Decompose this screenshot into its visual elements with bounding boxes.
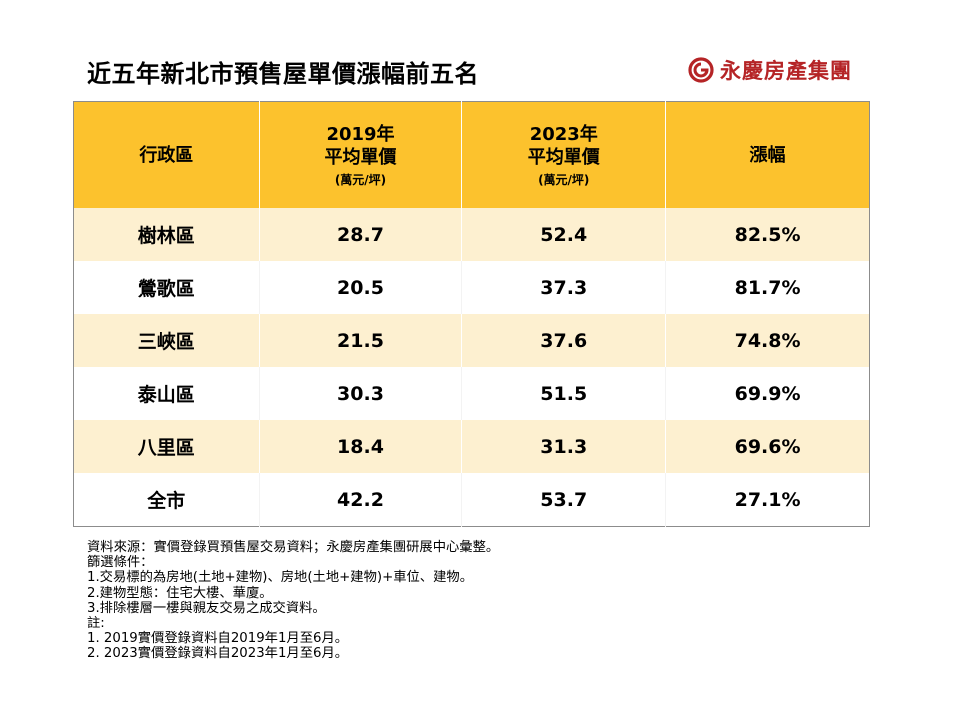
remark-item: 2. 2023實價登錄資料自2023年1月至6月。 bbox=[87, 646, 349, 662]
filter-item: 1.交易標的為房地(土地+建物)、房地(土地+建物)+車位、建物。 bbox=[87, 570, 473, 586]
source-note: 資料來源：實價登錄買預售屋交易資料；永慶房產集團研展中心彙整。 bbox=[87, 540, 500, 555]
cell-2019-price: 42.2 bbox=[258, 473, 462, 527]
remark-item: 1. 2019實價登錄資料自2019年1月至6月。 bbox=[87, 631, 349, 647]
table-row: 鶯歌區 20.5 37.3 81.7% bbox=[73, 261, 870, 314]
header-2019-unit: (萬元/坪) bbox=[334, 172, 387, 187]
header-district: 行政區 bbox=[73, 101, 260, 208]
header-2023-year: 2023年 bbox=[529, 123, 598, 145]
table-row: 三峽區 21.5 37.6 74.8% bbox=[73, 314, 870, 367]
header-2023-label: 平均單價 bbox=[527, 146, 600, 168]
cell-increase: 69.9% bbox=[665, 367, 870, 420]
cell-2019-price: 21.5 bbox=[258, 314, 462, 367]
table-row-total: 全市 42.2 53.7 27.1% bbox=[73, 473, 870, 527]
cell-increase: 81.7% bbox=[665, 261, 870, 314]
cell-2023-price: 37.3 bbox=[461, 261, 666, 314]
table-row: 八里區 18.4 31.3 69.6% bbox=[73, 420, 870, 473]
header-2019-year: 2019年 bbox=[326, 123, 395, 145]
brand-emblem-icon bbox=[688, 57, 714, 83]
cell-district: 全市 bbox=[73, 473, 260, 527]
brand-name: 永慶房產集團 bbox=[720, 59, 852, 83]
header-2019-label: 平均單價 bbox=[324, 146, 397, 168]
cell-2023-price: 51.5 bbox=[461, 367, 666, 420]
cell-district: 鶯歌區 bbox=[73, 261, 260, 314]
footnotes: 資料來源：實價登錄買預售屋交易資料；永慶房產集團研展中心彙整。 篩選條件： 1.… bbox=[87, 540, 499, 662]
header-increase-label: 漲幅 bbox=[749, 144, 786, 166]
cell-2023-price: 37.6 bbox=[461, 314, 666, 367]
cell-increase: 82.5% bbox=[665, 208, 870, 261]
cell-increase: 74.8% bbox=[665, 314, 870, 367]
brand-logo: 永慶房產集團 bbox=[688, 55, 852, 85]
cell-2019-price: 18.4 bbox=[258, 420, 462, 473]
filter-heading: 篩選條件： bbox=[87, 555, 154, 571]
cell-district: 三峽區 bbox=[73, 314, 260, 367]
header-2019-price: 2019年 平均單價 (萬元/坪) bbox=[258, 101, 462, 208]
cell-2023-price: 31.3 bbox=[461, 420, 666, 473]
header-2023-price: 2023年 平均單價 (萬元/坪) bbox=[461, 101, 666, 208]
price-table: 行政區 2019年 平均單價 (萬元/坪) 2023年 平均單價 (萬元/坪) … bbox=[73, 101, 870, 527]
table-row: 泰山區 30.3 51.5 69.9% bbox=[73, 367, 870, 420]
header-2023-unit: (萬元/坪) bbox=[538, 172, 590, 187]
cell-district: 泰山區 bbox=[73, 367, 260, 420]
filter-item: 3.排除樓層一樓與親友交易之成交資料。 bbox=[87, 600, 326, 616]
cell-district: 八里區 bbox=[73, 420, 260, 473]
cell-district: 樹林區 bbox=[73, 208, 260, 261]
header-increase: 漲幅 bbox=[665, 101, 870, 208]
cell-2019-price: 30.3 bbox=[258, 367, 462, 420]
cell-2023-price: 53.7 bbox=[461, 473, 666, 527]
page-title: 近五年新北市預售屋單價漲幅前五名 bbox=[87, 60, 479, 88]
table-header-row: 行政區 2019年 平均單價 (萬元/坪) 2023年 平均單價 (萬元/坪) … bbox=[73, 101, 870, 208]
filter-item: 2.建物型態：住宅大樓、華廈。 bbox=[87, 585, 273, 601]
table-row: 樹林區 28.7 52.4 82.5% bbox=[73, 208, 870, 261]
header-district-label: 行政區 bbox=[139, 144, 194, 166]
cell-increase: 27.1% bbox=[665, 473, 870, 527]
cell-2023-price: 52.4 bbox=[461, 208, 666, 261]
cell-2019-price: 28.7 bbox=[258, 208, 462, 261]
cell-increase: 69.6% bbox=[665, 420, 870, 473]
cell-2019-price: 20.5 bbox=[258, 261, 462, 314]
remark-heading: 註: bbox=[87, 616, 105, 632]
